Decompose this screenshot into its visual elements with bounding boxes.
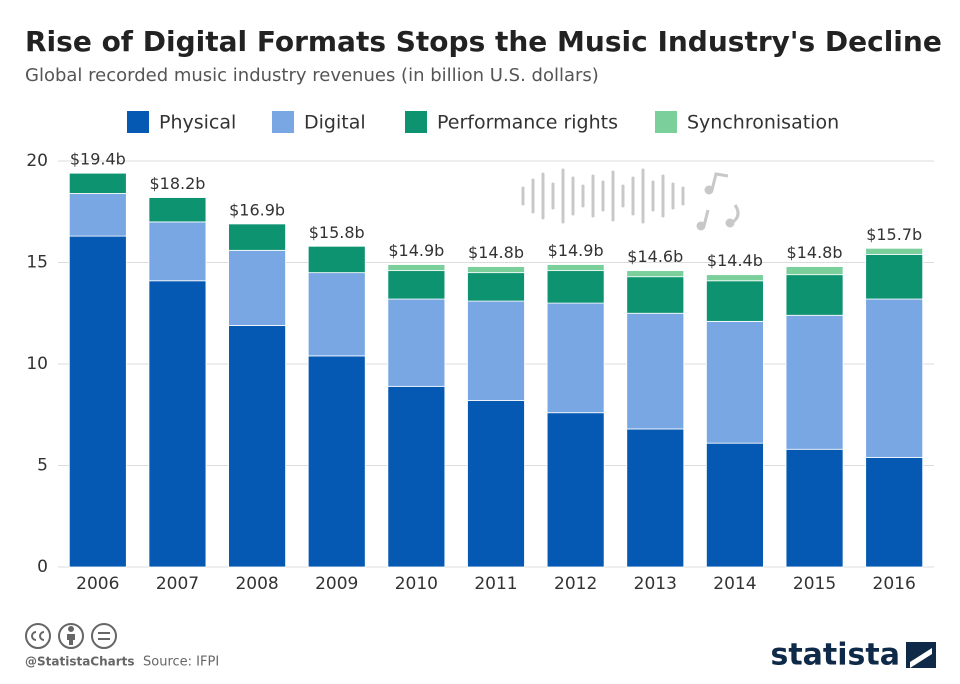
legend-label: Performance rights [437, 112, 618, 134]
legend-label: Digital [304, 112, 366, 134]
legend-label: Physical [159, 112, 236, 134]
total-label: $14.4b [707, 251, 763, 270]
bar-segment [467, 266, 525, 274]
total-label: $14.8b [468, 243, 524, 262]
legend-swatch [127, 111, 149, 133]
bar-segment [865, 253, 924, 300]
bar-segment [387, 264, 446, 272]
license-icons [25, 623, 117, 649]
bar-segment [467, 400, 525, 568]
bar-segment [148, 221, 207, 282]
brand-logo [906, 642, 936, 668]
x-tick-label: 2008 [235, 574, 278, 594]
total-label: $16.9b [229, 200, 285, 219]
x-tick-label: 2013 [634, 574, 677, 594]
bar-segment [546, 412, 605, 568]
bar-segment [785, 274, 844, 316]
bar-segment [785, 314, 844, 450]
bar-segment [785, 266, 844, 276]
handle: @StatistaCharts [25, 655, 135, 669]
total-label: $14.8b [787, 243, 843, 262]
bar-segment [706, 280, 764, 322]
bar-segment [865, 456, 924, 568]
bar-segment [387, 298, 446, 387]
bar-segment [228, 325, 286, 568]
y-tick-label: 20 [26, 151, 48, 171]
x-tick-label: 2010 [395, 574, 438, 594]
bar-segment [865, 298, 924, 458]
x-tick-label: 2014 [713, 574, 756, 594]
sound-wave [521, 168, 685, 224]
bar-segment [307, 355, 366, 568]
total-label: $18.2b [149, 174, 205, 193]
total-label: $15.8b [309, 223, 365, 242]
bar-segment [467, 272, 525, 302]
source: Source: IFPI [143, 655, 219, 670]
bar-segment [387, 270, 446, 300]
bar-segment [546, 302, 605, 414]
chart-title: Rise of Digital Formats Stops the Music … [25, 25, 942, 58]
total-label: $19.4b [70, 150, 126, 169]
bar-segment [546, 264, 605, 272]
bar-segment [148, 197, 207, 223]
y-tick-label: 0 [37, 557, 48, 577]
bar-segment [68, 193, 127, 237]
total-label: $15.7b [866, 225, 922, 244]
bar-segment [387, 385, 446, 568]
x-tick-label: 2012 [554, 574, 597, 594]
music-notes [696, 172, 740, 231]
bar-segment [68, 235, 127, 568]
brand: statista [770, 638, 900, 673]
total-label: $14.9b [548, 241, 604, 260]
bar-segment [307, 272, 366, 357]
y-tick-label: 5 [37, 456, 48, 476]
total-label: $14.6b [627, 247, 683, 266]
bar-segment [148, 280, 207, 568]
legend-swatch [655, 111, 677, 133]
bar-segment [228, 223, 286, 251]
bar-segment [706, 320, 764, 444]
bar-segment [785, 448, 844, 568]
legend-label: Synchronisation [687, 112, 839, 134]
x-tick-label: 2015 [793, 574, 836, 594]
x-tick-label: 2011 [474, 574, 517, 594]
bar-segment [68, 172, 127, 194]
x-tick-label: 2016 [873, 574, 916, 594]
y-tick-label: 10 [26, 354, 48, 374]
bar-segment [626, 428, 685, 568]
chart-subtitle: Global recorded music industry revenues … [25, 65, 599, 86]
bar-segment [626, 270, 685, 278]
bar-segment [865, 247, 924, 255]
bar-segment [626, 312, 685, 430]
bar-segment [706, 442, 764, 568]
x-tick-label: 2009 [315, 574, 358, 594]
bar-segment [546, 270, 605, 304]
legend-swatch [405, 111, 427, 133]
bar-segment [307, 245, 366, 274]
y-tick-label: 15 [26, 253, 48, 273]
x-tick-label: 2006 [76, 574, 119, 594]
bar-segment [626, 276, 685, 314]
bar-segment [467, 300, 525, 401]
legend-swatch [272, 111, 294, 133]
bar-segment [228, 249, 286, 326]
bar-segment [706, 274, 764, 282]
total-label: $14.9b [388, 241, 444, 260]
x-tick-label: 2007 [156, 574, 199, 594]
